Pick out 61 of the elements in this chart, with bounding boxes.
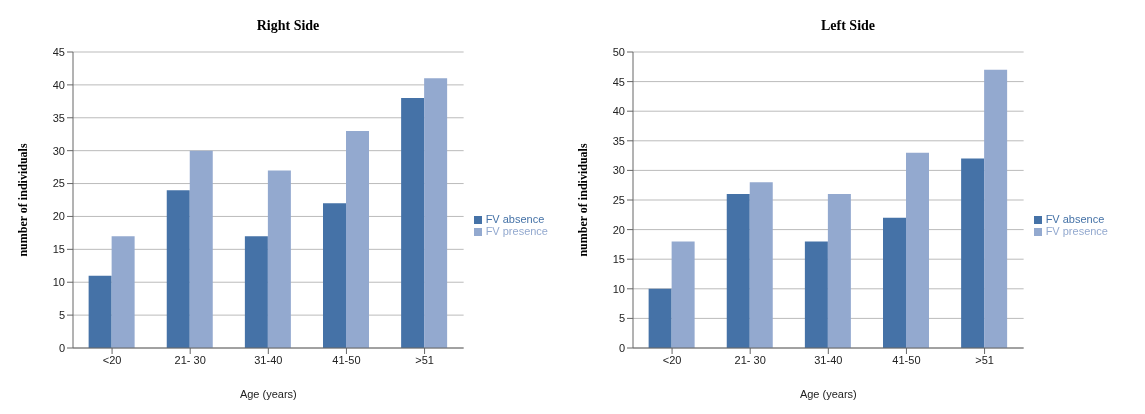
- chart-title: Right Side: [255, 17, 321, 35]
- bar: [827, 194, 851, 348]
- y-tick-label: 5: [618, 312, 625, 325]
- y-tick-label: 50: [612, 45, 625, 58]
- y-tick-label: 30: [52, 144, 65, 157]
- bar: [883, 217, 906, 348]
- y-tick-label: 20: [612, 223, 625, 236]
- bar: [401, 98, 425, 348]
- y-axis-title: number of individuals: [16, 143, 31, 257]
- bar: [323, 203, 346, 348]
- bar: [189, 150, 213, 348]
- x-tick-label: >51: [975, 353, 994, 366]
- bar: [906, 152, 929, 348]
- y-tick-label: 0: [58, 341, 65, 354]
- y-tick-label: 45: [52, 45, 65, 58]
- x-tick-label: <20: [102, 353, 122, 366]
- bar: [749, 182, 773, 348]
- bar: [166, 190, 190, 348]
- y-tick-label: 25: [612, 193, 625, 206]
- bar: [267, 170, 291, 348]
- x-tick-label: 31-40: [254, 353, 283, 366]
- y-tick-label: 40: [612, 105, 625, 118]
- y-tick-label: 25: [52, 177, 65, 190]
- chart-title: Left Side: [819, 17, 877, 35]
- y-tick-label: 10: [52, 276, 65, 289]
- x-axis-title: Age (years): [239, 388, 297, 400]
- y-axis-title: number of individuals: [576, 143, 591, 257]
- y-tick-label: 15: [612, 253, 625, 266]
- bar: [424, 78, 448, 348]
- bar: [726, 194, 750, 348]
- bar: [671, 241, 695, 348]
- bar: [961, 158, 985, 348]
- x-tick-label: 21- 30: [174, 353, 206, 366]
- y-tick-label: 30: [612, 164, 625, 177]
- y-tick-label: 0: [618, 341, 625, 354]
- y-tick-label: 35: [612, 134, 625, 147]
- y-tick-label: 35: [52, 111, 65, 124]
- legend-label: FV absence: [485, 213, 545, 225]
- bar: [648, 288, 672, 348]
- y-tick-label: 40: [52, 78, 65, 91]
- legend-label: FV absence: [1045, 213, 1105, 225]
- legend-label: FV presence: [485, 225, 548, 237]
- x-tick-label: 31-40: [814, 353, 843, 366]
- bar: [804, 241, 828, 348]
- x-axis-title: Age (years): [799, 388, 857, 400]
- y-tick-label: 5: [58, 309, 65, 322]
- x-tick-label: <20: [662, 353, 682, 366]
- x-tick-label: 41-50: [892, 353, 921, 366]
- bar: [244, 236, 268, 348]
- y-tick-label: 20: [52, 210, 65, 223]
- bar: [111, 236, 135, 348]
- x-tick-label: 41-50: [332, 353, 361, 366]
- y-tick-label: 10: [612, 282, 625, 295]
- bar: [88, 275, 112, 348]
- y-tick-label: 15: [52, 243, 65, 256]
- bar: [984, 69, 1008, 348]
- x-tick-label: >51: [415, 353, 434, 366]
- x-tick-label: 21- 30: [734, 353, 766, 366]
- legend-label: FV presence: [1045, 225, 1108, 237]
- y-tick-label: 45: [612, 75, 625, 88]
- bar: [346, 130, 369, 348]
